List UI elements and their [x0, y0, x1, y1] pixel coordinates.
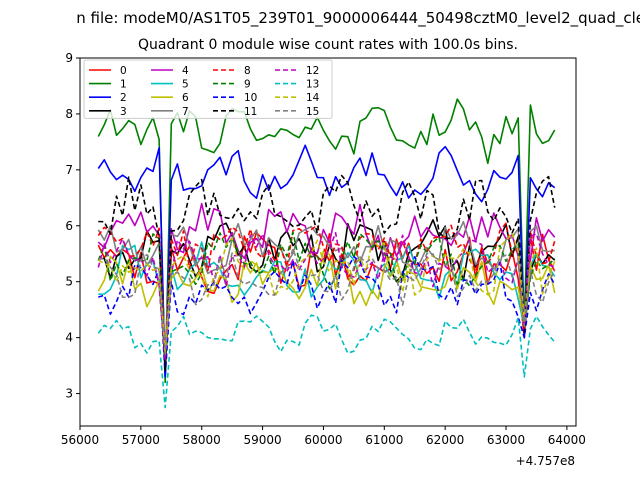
y-tick-label-6: 6: [65, 219, 73, 233]
x-tick-label-56000: 56000: [61, 433, 99, 447]
y-tick-label-5: 5: [65, 275, 73, 289]
legend-label-12: 12: [306, 65, 319, 77]
y-tick-label-7: 7: [65, 163, 73, 177]
x-offset-label: +4.757e8: [516, 454, 575, 468]
y-tick-label-9: 9: [65, 51, 73, 65]
x-tick-label-60000: 60000: [304, 433, 342, 447]
x-tick-label-59000: 59000: [243, 433, 281, 447]
series-line-2: [97, 144, 556, 378]
x-tick-label-62000: 62000: [426, 433, 464, 447]
legend-label-13: 13: [306, 79, 319, 91]
legend-label-9: 9: [244, 79, 251, 91]
legend-label-11: 11: [244, 106, 257, 118]
legend-label-10: 10: [244, 92, 257, 104]
legend-label-4: 4: [182, 65, 189, 77]
series-line-11: [98, 174, 556, 372]
series-line-14: [97, 232, 556, 356]
series-line-8: [97, 222, 556, 361]
x-tick-label-58000: 58000: [183, 433, 221, 447]
chart-title: Quadrant 0 module wise count rates with …: [138, 37, 518, 53]
series-line-13: [97, 314, 556, 409]
legend-box: [83, 59, 333, 119]
legend-label-3: 3: [120, 106, 127, 118]
x-tick-label-61000: 61000: [365, 433, 403, 447]
legend-label-5: 5: [182, 79, 189, 91]
series-line-15: [98, 247, 556, 356]
axes-layer: 56000 57000 58000 59000 60000 61000 62000 63000…: [61, 51, 586, 447]
y-tick-label-8: 8: [65, 107, 73, 121]
y-tick-label-3: 3: [65, 387, 73, 401]
x-tick-label-57000: 57000: [122, 433, 160, 447]
x-tick-label-63000: 63000: [487, 433, 525, 447]
legend-label-6: 6: [182, 92, 189, 104]
legend-label-0: 0: [120, 65, 127, 77]
series-line-12: [97, 232, 555, 361]
legend-label-1: 1: [120, 79, 127, 91]
chart-suptitle: n file: modeM0/AS1T05_239T01_9000006444_…: [76, 9, 640, 28]
series-line-10: [98, 255, 556, 378]
legend-label-8: 8: [244, 65, 251, 77]
legend-label-7: 7: [182, 106, 189, 118]
series-layer: [97, 98, 556, 409]
series-line-5: [98, 241, 556, 361]
y-tick-label-4: 4: [65, 331, 73, 345]
plot-frame: [79, 57, 577, 427]
legend-label-15: 15: [306, 106, 319, 118]
legend-label-14: 14: [306, 92, 320, 104]
x-tick-label-64000: 64000: [548, 433, 586, 447]
series-line-4: [97, 202, 556, 367]
legend-label-2: 2: [120, 92, 127, 104]
series-line-9: [97, 231, 556, 367]
